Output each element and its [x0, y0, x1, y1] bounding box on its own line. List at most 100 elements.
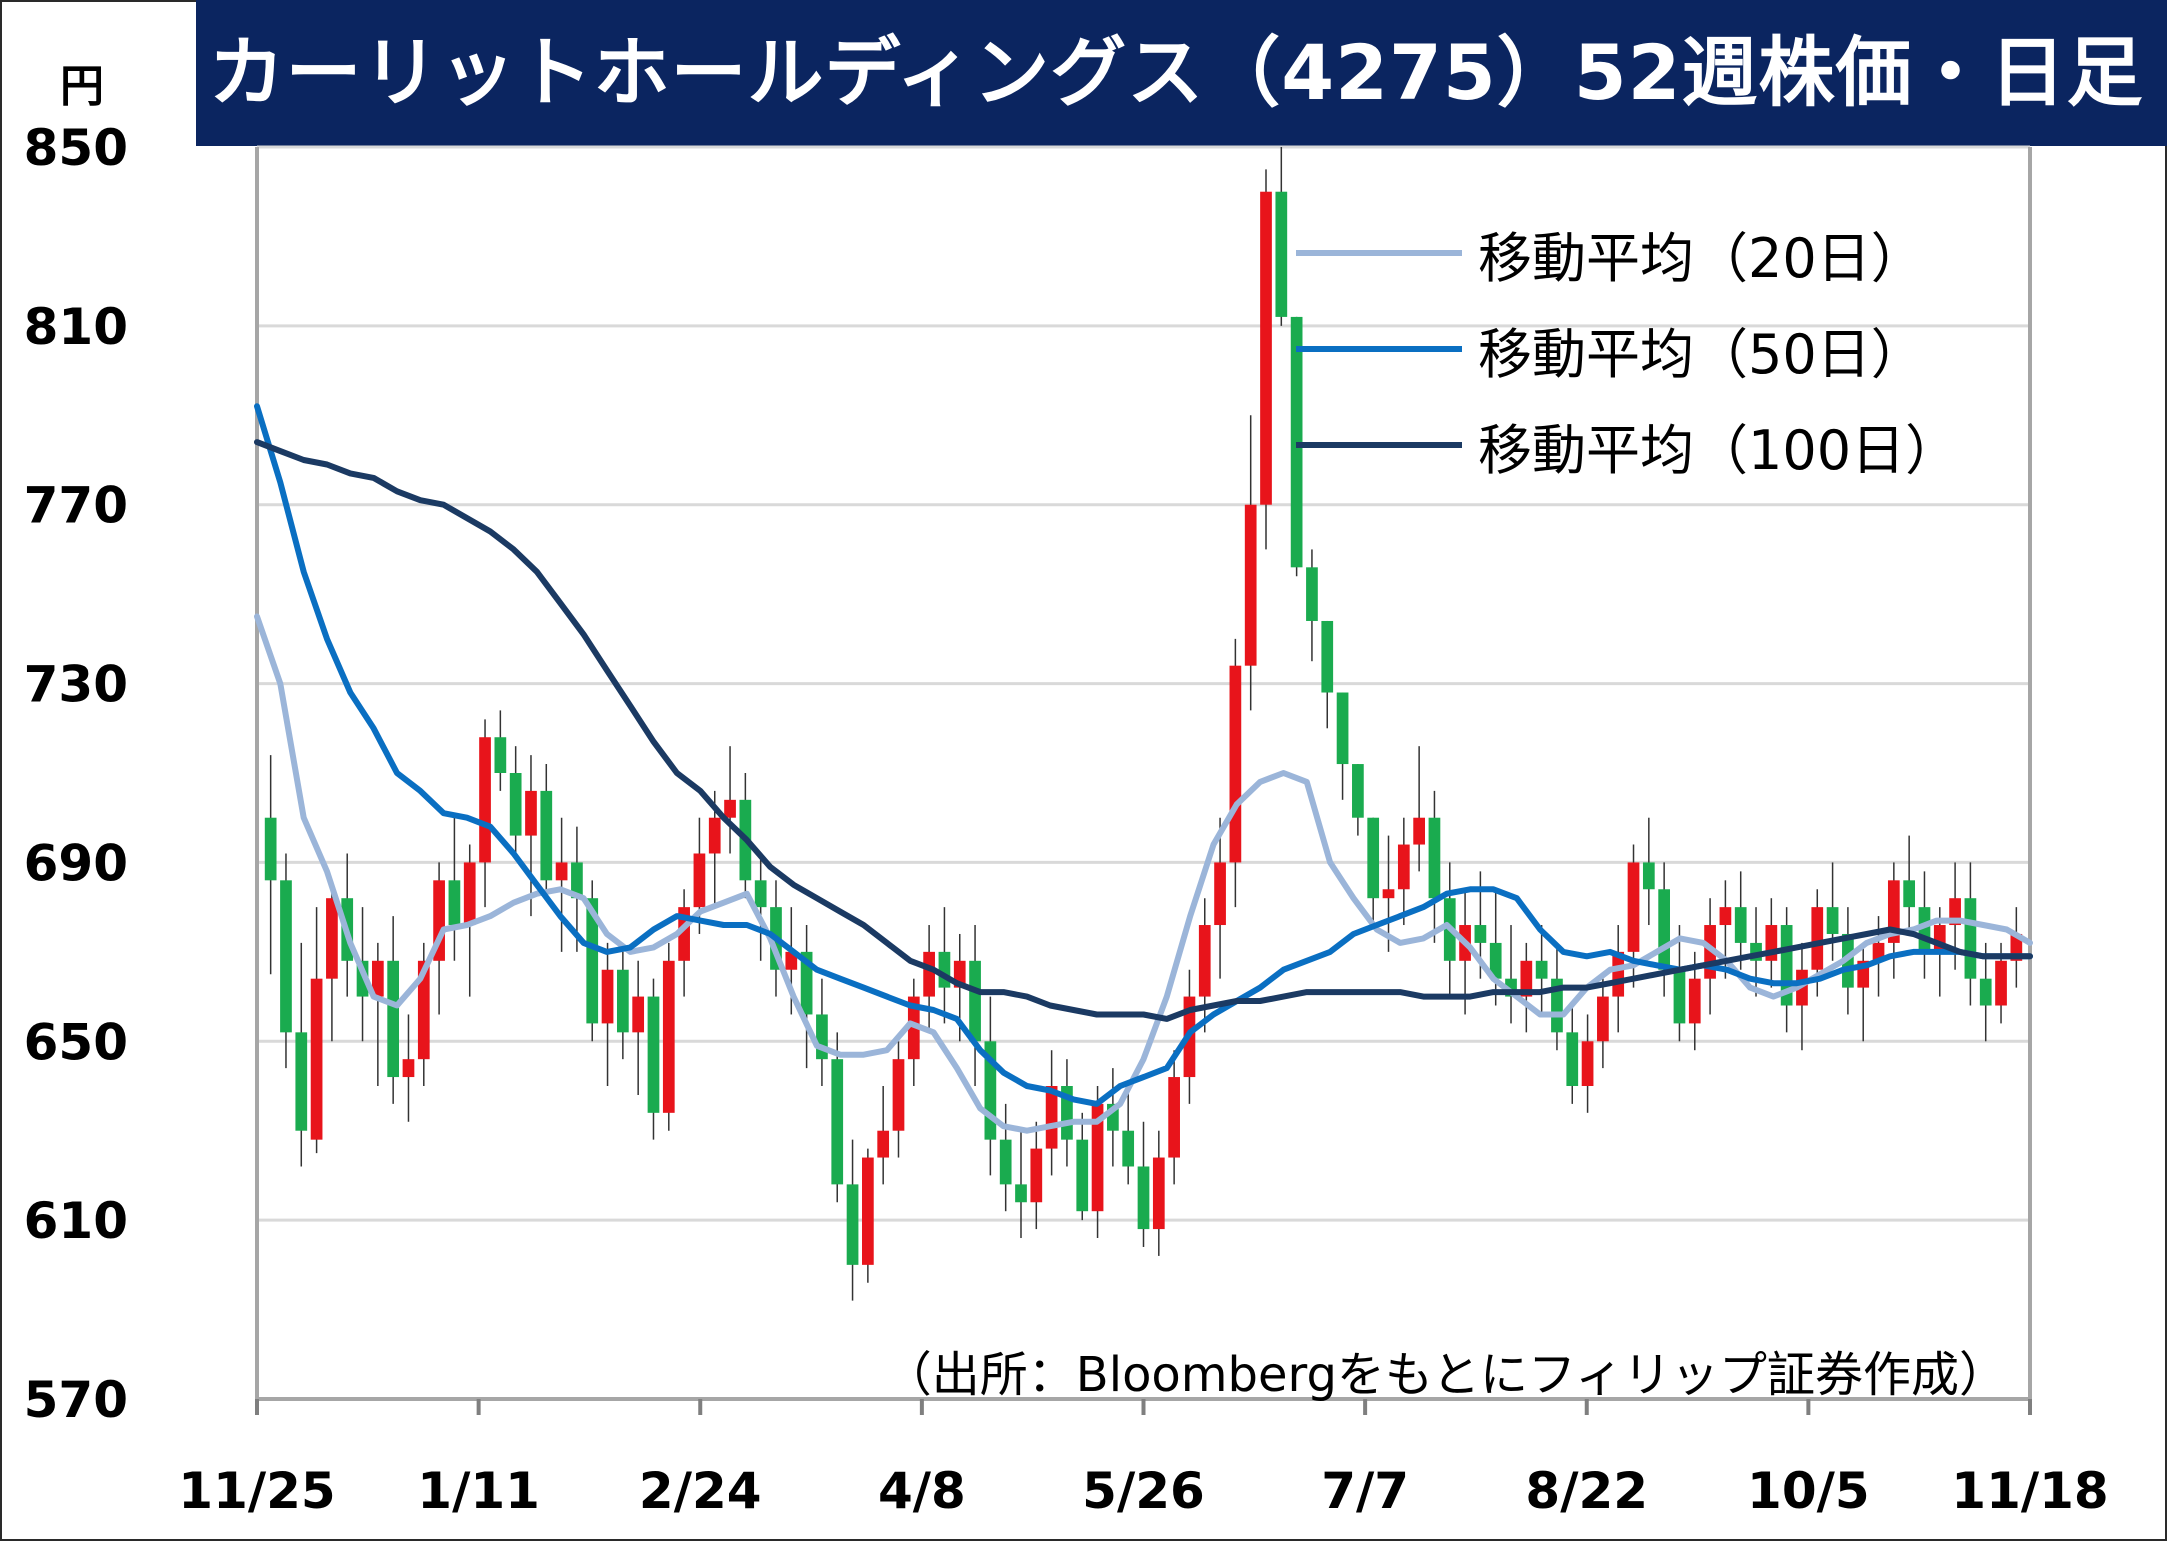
candle-body: [540, 790, 553, 881]
candle-body: [1979, 978, 1992, 1006]
candle-body: [1566, 1032, 1579, 1086]
candle-body: [1551, 978, 1563, 1033]
candle-body: [1612, 951, 1625, 997]
candle-body: [1260, 191, 1272, 505]
candle-body: [1152, 1157, 1165, 1230]
chart-title: カーリットホールディングス（4275）52週株価・日足: [208, 28, 2144, 117]
y-tick-label: 730: [24, 656, 128, 714]
candle-body: [892, 1059, 905, 1131]
candle-body: [586, 898, 599, 1024]
candle-body: [1765, 925, 1778, 961]
candle-body: [525, 790, 537, 836]
y-tick-label: 650: [24, 1013, 128, 1071]
y-tick-label: 570: [24, 1371, 128, 1429]
candle-body: [1887, 880, 1900, 943]
candle-body: [601, 969, 614, 1024]
x-tick-label: 11/25: [178, 1462, 335, 1520]
candle-body: [479, 737, 491, 863]
candle-body: [800, 951, 813, 1015]
candle-body: [310, 978, 323, 1140]
y-axis-unit-label: 円: [60, 61, 104, 112]
candle-body: [326, 898, 338, 979]
candle-body: [555, 862, 568, 881]
candle-body: [816, 1014, 828, 1060]
candle-body: [1872, 942, 1885, 961]
candle-body: [969, 960, 981, 1042]
candle-body: [1321, 620, 1334, 693]
candle-body: [984, 1041, 997, 1140]
candle-body: [1826, 907, 1839, 934]
x-tick-label: 5/26: [1082, 1462, 1205, 1520]
candle-body: [1903, 880, 1916, 908]
candle-body: [509, 773, 522, 836]
x-tick-label: 8/22: [1525, 1462, 1648, 1520]
candle-body: [1535, 960, 1548, 979]
candle-body: [1091, 1103, 1104, 1212]
candle-body: [1030, 1148, 1043, 1203]
axes: 850 810 770 730 690 650 610 570 11/25 1/11 2/24 4/8…: [24, 119, 2109, 1520]
candle-body: [1734, 907, 1747, 943]
candle-body: [264, 817, 277, 881]
candle-body: [1780, 925, 1793, 1006]
candle-body: [754, 880, 767, 908]
candle-body: [1627, 862, 1640, 952]
candle-body: [877, 1130, 890, 1158]
y-tick-label: 850: [24, 119, 128, 177]
ma50-line: [254, 403, 2033, 1107]
candle-body: [1688, 978, 1701, 1024]
candle-body: [708, 817, 721, 854]
candle-body: [1107, 1103, 1119, 1131]
candle-body: [923, 951, 935, 997]
candle-body: [1413, 817, 1425, 845]
x-tick-label: 4/8: [878, 1462, 966, 1520]
candle-body: [1597, 996, 1609, 1042]
candle-body: [463, 862, 476, 926]
y-tick-label: 610: [24, 1192, 128, 1250]
candle-body: [295, 1032, 308, 1131]
candle-body: [1673, 969, 1686, 1024]
title-banner: [196, 0, 2167, 146]
legend: [1296, 250, 1462, 448]
candle-body: [999, 1139, 1012, 1185]
candle-body: [862, 1157, 874, 1265]
candle-body: [1918, 907, 1931, 952]
candle-body: [1964, 898, 1977, 979]
candle-body: [1045, 1086, 1058, 1149]
candle-body: [662, 960, 675, 1113]
candle-body: [1489, 942, 1502, 979]
candle-body: [693, 853, 706, 908]
candle-body: [1061, 1086, 1073, 1140]
y-tick-label: 770: [24, 477, 128, 535]
candle-body: [371, 960, 384, 997]
x-tick-label: 2/24: [639, 1462, 762, 1520]
candle-body: [1275, 191, 1288, 317]
candle-body: [938, 951, 951, 988]
candle-body: [1367, 817, 1380, 899]
y-tick-label: 690: [24, 834, 128, 892]
candle-body: [1933, 925, 1946, 952]
moving-averages: [254, 403, 2033, 1134]
candle-body: [1168, 1077, 1180, 1158]
candle-body: [571, 862, 583, 899]
candle-body: [280, 880, 292, 1033]
x-tick-label: 11/18: [1951, 1462, 2108, 1520]
candle-body: [1382, 889, 1395, 899]
candle-body: [616, 969, 629, 1033]
candle-body: [1949, 898, 1961, 926]
candle-body: [1642, 862, 1655, 890]
candle-body: [417, 960, 430, 1060]
candle-body: [1122, 1130, 1135, 1167]
candle-body: [433, 880, 445, 961]
candle-body: [1428, 817, 1441, 899]
candle-body: [953, 960, 966, 988]
candle-body: [1995, 960, 2007, 1006]
source-note: （出所：Bloombergをもとにフィリップ証券作成）: [883, 1347, 2007, 1403]
legend-label-ma50: 移動平均（50日）: [1478, 323, 1925, 386]
x-tick-label: 10/5: [1747, 1462, 1870, 1520]
y-tick-label: 810: [24, 298, 128, 356]
candle-body: [1811, 907, 1824, 970]
candle-body: [1015, 1184, 1027, 1203]
candle-body: [678, 907, 690, 961]
